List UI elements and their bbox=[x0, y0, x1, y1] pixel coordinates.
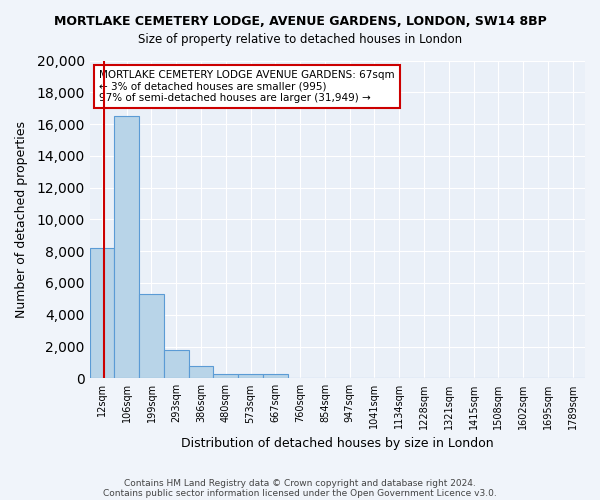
Text: Contains HM Land Registry data © Crown copyright and database right 2024.: Contains HM Land Registry data © Crown c… bbox=[124, 478, 476, 488]
Bar bbox=[238, 374, 263, 378]
Bar bbox=[188, 366, 214, 378]
Bar bbox=[164, 350, 188, 378]
Bar bbox=[263, 374, 288, 378]
Text: MORTLAKE CEMETERY LODGE AVENUE GARDENS: 67sqm
← 3% of detached houses are smalle: MORTLAKE CEMETERY LODGE AVENUE GARDENS: … bbox=[100, 70, 395, 103]
Text: Size of property relative to detached houses in London: Size of property relative to detached ho… bbox=[138, 32, 462, 46]
Bar bbox=[139, 294, 164, 378]
Bar bbox=[214, 374, 238, 378]
Text: Contains public sector information licensed under the Open Government Licence v3: Contains public sector information licen… bbox=[103, 488, 497, 498]
Text: MORTLAKE CEMETERY LODGE, AVENUE GARDENS, LONDON, SW14 8BP: MORTLAKE CEMETERY LODGE, AVENUE GARDENS,… bbox=[53, 15, 547, 28]
Y-axis label: Number of detached properties: Number of detached properties bbox=[15, 121, 28, 318]
X-axis label: Distribution of detached houses by size in London: Distribution of detached houses by size … bbox=[181, 437, 494, 450]
Bar bbox=[115, 116, 139, 378]
Bar bbox=[89, 248, 115, 378]
